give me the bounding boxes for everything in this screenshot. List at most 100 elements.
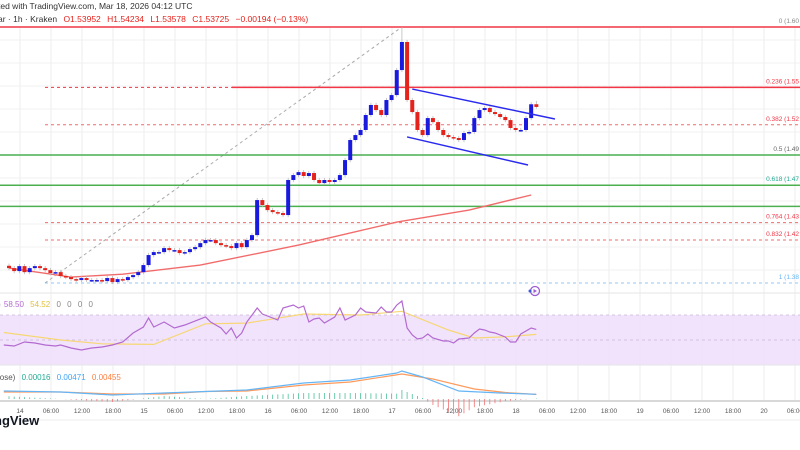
candle-bearish [441,127,446,138]
candle-body [187,249,192,253]
candle-bearish [110,275,115,285]
candle-bullish [363,112,368,133]
macd-histogram-value: 0.00016 [22,373,51,382]
alert-icon[interactable] [528,285,541,297]
x-tick-label: 12:00 [322,408,339,415]
svg-text:lose) 0.00016 0.00: lose) 0.00016 0.00471 0.00455 [0,373,121,382]
candle-bearish [69,274,74,282]
candle-bearish [301,169,306,179]
rsi-panel[interactable] [0,292,800,366]
x-tick-label: 12:00 [198,408,215,415]
candle-bullish [322,177,327,186]
candle-body [312,173,317,181]
candle-bearish [534,100,539,109]
candle-bullish [198,241,203,250]
candle-body [213,240,218,244]
candle-body [441,129,446,136]
macd-name: lose) [0,373,16,382]
macd-panel[interactable] [0,364,800,417]
candle-bullish [156,249,161,255]
fib-retracement[interactable]: 0 (1.60 0.236 (1.55 0.382 (1.52 0.5 (1.49 0.… [0,18,800,284]
candle-bullish [358,127,363,138]
x-tick-label: 06:00 [291,408,308,415]
candle-body [384,100,389,116]
candle-bearish [167,245,172,253]
candle-body [363,115,368,130]
candle-body [472,118,477,132]
candle-bearish [239,241,244,250]
candle-body [524,118,528,130]
candle-body [343,160,348,176]
candle-body [7,265,11,269]
candle-bearish [12,266,17,274]
candle-bearish [177,247,182,256]
candle-bearish [498,111,503,120]
candle-bearish [275,209,280,216]
time-axis[interactable]: 14 06:00 12:00 18:00 15 06:00 12:00 18:00 16 06:0… [16,408,800,415]
x-tick-label: 14 [16,408,24,415]
fib-level-label: 0.764 (1.43 [766,214,799,221]
candle-bearish [229,243,234,251]
candle-bearish [270,207,275,215]
candle-bullish [482,105,487,113]
ohlc-change: −0.00194 (−0.13%) [235,14,308,24]
candle-bullish [524,115,528,133]
fib-level-label: 0.618 (1.47 [766,176,799,183]
candle-bearish [410,97,415,115]
rsi-legend: ) 58.50 54.52 0 0 0 0 [0,300,94,309]
candle-body [239,243,244,248]
candle-bullish [208,237,213,243]
tradingview-watermark: ngView [0,413,40,428]
candle-body [125,277,130,281]
candle-bullish [472,115,477,135]
x-tick-label: 12:00 [74,408,91,415]
candle-bullish [306,170,311,179]
candle-body [317,180,322,184]
candle-bearish [100,277,105,284]
candle-body [456,138,461,141]
candle-body [105,278,110,282]
candle-bearish [38,264,43,271]
candle-bullish [115,276,120,285]
candle-bullish [337,172,342,183]
candle-bearish [420,127,425,138]
candle-bullish [162,245,167,255]
x-tick-label: 06:00 [415,408,432,415]
candle-bullish [141,262,146,275]
candle-bullish [244,237,249,250]
candle-bullish [477,107,482,121]
candle-bearish [74,276,79,283]
candle-body [177,250,182,254]
candle-bearish [43,266,48,273]
candle-body [38,266,43,269]
rsi-line [3,299,537,351]
candle-body [146,255,151,266]
candle-bearish [84,275,89,283]
x-tick-label: 12:00 [446,408,463,415]
candle-body [63,276,68,278]
rsi-name: ) [0,300,1,309]
x-tick-label: 18:00 [601,408,618,415]
candle-bearish [7,263,11,271]
candle-bullish [384,97,389,118]
candle-bullish [79,275,84,283]
rsi-extra-value: 0 [78,300,83,309]
candle-bullish [394,67,399,98]
trendline-lower [406,136,529,166]
fib-level-label: 0.236 (1.55 [766,78,799,85]
candle-body [306,173,311,176]
macd-signal-line [3,373,537,395]
candle-bullish [105,275,110,284]
candle-body [332,180,337,183]
price-pane[interactable] [7,27,556,285]
candle-body [260,200,265,206]
fib-level-label: 0.382 (1.52 [766,116,799,123]
candle-body [208,240,213,242]
candle-body [110,278,115,283]
candle-bearish [446,132,451,140]
candle-bearish [513,125,518,133]
candle-bearish [281,210,286,218]
candle-bullish [399,27,404,73]
candle-bullish [151,249,156,258]
